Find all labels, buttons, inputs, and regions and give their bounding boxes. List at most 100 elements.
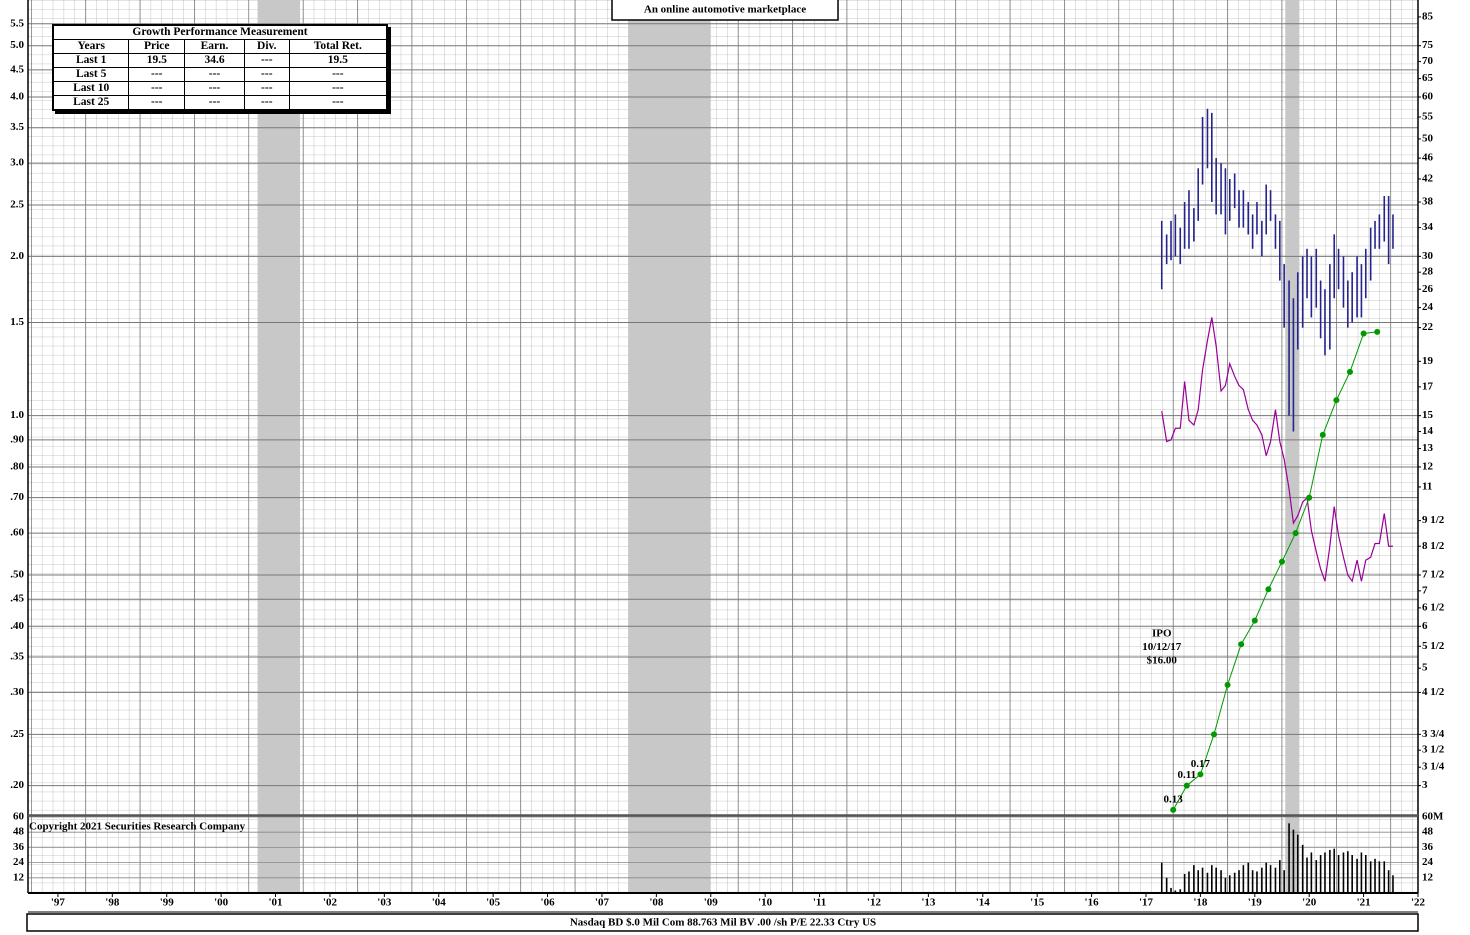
y2-tick-label: 42: [1422, 173, 1434, 185]
table-cell: ---: [184, 67, 245, 82]
volume-y2-tick-label: 60M: [1422, 811, 1444, 823]
y-tick-label: .80: [10, 460, 24, 472]
x-tick-label: '13: [921, 897, 936, 909]
y-tick-label: 5.5: [10, 17, 24, 29]
y2-tick-label: 38: [1422, 196, 1434, 208]
table-cell: ---: [184, 95, 245, 111]
column-header: Div.: [243, 39, 290, 54]
table-cell: ---: [128, 67, 186, 82]
earnings-point: [1333, 397, 1340, 404]
y-tick-label: .40: [10, 620, 24, 632]
y-tick-label: .60: [10, 527, 24, 539]
table-cell: Last 1: [52, 53, 130, 68]
table-cell: Last 10: [52, 81, 130, 96]
x-tick-label: '20: [1302, 897, 1317, 909]
footer-box: [26, 913, 1419, 932]
table-cell: ---: [288, 67, 388, 82]
y2-tick-label: 26: [1422, 283, 1434, 295]
ipo-note: IPO: [1152, 628, 1172, 640]
y2-tick-label: 22: [1422, 321, 1434, 333]
x-tick-label: '08: [649, 897, 664, 909]
earnings-point: [1346, 368, 1353, 375]
column-header: Years: [52, 39, 130, 54]
table-row: Last 1 19.5 34.6 --- 19.5: [52, 53, 388, 68]
y-tick-label: .20: [10, 779, 24, 791]
y2-tick-label: 28: [1422, 266, 1434, 278]
y2-tick-label: 19: [1422, 355, 1434, 367]
y2-tick-label: 17: [1422, 380, 1434, 392]
y-tick-label: .30: [10, 686, 24, 698]
y-tick-label: .90: [10, 433, 24, 445]
volume-tick-label: 12: [13, 871, 25, 883]
footer: Nasdaq BD $.0 Mil Com 88.763 Mil BV .00 …: [570, 917, 876, 929]
y2-tick-label: 8 1/2: [1422, 540, 1445, 552]
table-title-row: Growth Performance Measurement: [52, 24, 388, 40]
y2-tick-label: 7 1/2: [1422, 569, 1445, 581]
volume-tick-label: 24: [13, 856, 25, 868]
y2-tick-label: 3: [1422, 779, 1428, 791]
y-tick-label: .70: [10, 491, 24, 503]
earnings-line: [1172, 331, 1378, 811]
volume-y2-tick-label: 12: [1422, 871, 1434, 883]
y2-tick-label: 5: [1422, 662, 1428, 674]
table-cell: 19.5: [288, 53, 388, 68]
table-cell: ---: [128, 95, 186, 111]
volume-y2-tick-label: 24: [1422, 856, 1434, 868]
y2-tick-label: 4 1/2: [1422, 686, 1445, 698]
y2-tick-label: 55: [1422, 111, 1434, 123]
recession-band: [628, 0, 711, 893]
x-tick-label: '18: [1193, 897, 1208, 909]
y-tick-label: .25: [10, 728, 24, 740]
earnings-point: [1360, 330, 1367, 337]
y2-tick-label: 11: [1422, 480, 1432, 492]
table-cell: ---: [288, 95, 388, 111]
y-tick-label: 3.5: [10, 121, 24, 133]
y2-tick-label: 24: [1422, 301, 1434, 313]
y2-tick-label: 14: [1422, 425, 1434, 437]
earnings-annotation: 0.11: [1177, 769, 1196, 781]
ipo-note: $16.00: [1147, 655, 1178, 667]
table-cell: ---: [243, 81, 290, 96]
y2-tick-label: 7: [1422, 584, 1428, 596]
x-tick-label: '99: [160, 897, 175, 909]
y2-tick-label: 6: [1422, 620, 1428, 632]
column-header: Total Ret.: [288, 39, 388, 54]
volume-tick-label: 60: [13, 811, 25, 823]
volume-y2-tick-label: 36: [1422, 841, 1434, 853]
earnings-point: [1374, 328, 1381, 335]
relative-strength-line: [1161, 317, 1393, 583]
earnings-point: [1170, 806, 1177, 813]
x-tick-label: '98: [105, 897, 120, 909]
table-cell: Last 5: [52, 67, 130, 82]
x-tick-label: '06: [541, 897, 556, 909]
x-tick-label: '11: [813, 897, 826, 909]
table-header: Years Price Earn. Div. Total Ret.: [52, 39, 388, 54]
x-tick-label: '10: [758, 897, 773, 909]
y2-tick-label: 3 1/4: [1422, 761, 1445, 773]
table-cell: 19.5: [128, 53, 186, 68]
table-cell: ---: [288, 81, 388, 96]
subtitle: An online automotive marketplace: [644, 4, 806, 16]
y2-tick-label: 15: [1422, 409, 1434, 421]
y2-tick-label: 50: [1422, 132, 1434, 144]
y-tick-label: 1.0: [10, 409, 24, 421]
x-tick-label: '05: [486, 897, 501, 909]
y2-tick-label: 9 1/2: [1422, 514, 1445, 526]
x-tick-label: '15: [1030, 897, 1045, 909]
earnings-point: [1292, 530, 1299, 537]
table-cell: ---: [184, 81, 245, 96]
x-tick-label: '02: [323, 897, 338, 909]
y2-tick-label: 30: [1422, 250, 1434, 262]
x-tick-label: '01: [269, 897, 283, 909]
x-tick-label: '14: [976, 897, 991, 909]
y2-tick-label: 3 3/4: [1422, 728, 1445, 740]
major-grid: [28, 23, 1418, 879]
y2-tick-label: 34: [1422, 221, 1434, 233]
y2-tick-label: 46: [1422, 152, 1434, 164]
table-row: Last 25 --- --- --- ---: [52, 95, 388, 111]
x-tick-label: '12: [867, 897, 882, 909]
table-row: Last 10 --- --- --- ---: [52, 81, 388, 96]
y2-tick-label: 3 1/2: [1422, 744, 1445, 756]
